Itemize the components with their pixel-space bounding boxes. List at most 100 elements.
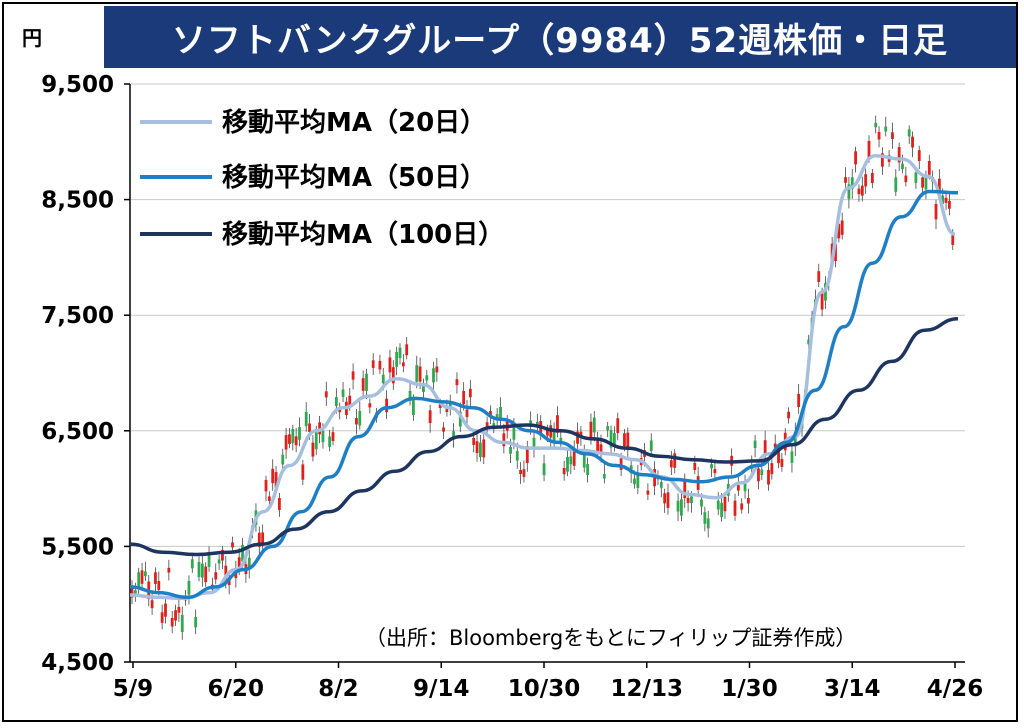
candle-body [381,374,385,384]
candle-body [559,437,563,444]
candle-body [532,437,536,450]
x-tick-label: 5/9 [113,676,153,702]
y-tick-label: 5,500 [41,534,114,560]
candle-body [542,463,546,476]
candle-body [194,616,198,628]
candle-body [901,163,904,170]
candle-body [204,566,208,583]
x-tick-label: 6/20 [208,676,264,702]
candle-body [398,347,402,358]
candle-body [432,368,435,383]
candle-body [860,185,864,196]
candle-body [311,442,315,457]
candle-body [877,132,881,140]
candle-body [566,456,569,472]
candle-body [150,600,154,609]
candle-body [723,496,727,512]
candle-body [582,452,586,468]
candle-body [368,403,372,408]
candle-body [351,371,355,380]
candle-body [850,177,854,190]
candle-body [462,390,466,405]
candle-body [522,469,526,477]
candle-body [187,580,191,595]
candle-body [174,610,177,621]
candle-body [324,391,328,398]
candle-body [589,421,593,438]
candle-body [840,220,844,235]
candle-body [706,518,710,529]
candle-body [318,422,321,435]
candle-body [137,572,141,588]
candle-body [917,150,921,161]
candle-body [415,365,419,382]
candle-body [428,410,432,424]
x-axis-ticks: 5/9 6/20 8/2 9/14 10/30 12/13 1/30 3/14 4/26 [113,662,983,702]
candle-body [314,431,318,450]
candle-body [780,459,784,467]
candle-body [777,450,780,464]
candle-body [703,512,707,524]
ma-line-1 [129,189,959,600]
candle-body [355,418,358,425]
y-tick-label: 6,500 [41,419,114,445]
candle-body [844,177,847,183]
candle-body [479,442,482,458]
ma-line-2 [129,316,959,557]
candle-body [854,151,857,165]
moving-average-lines [129,153,959,601]
candle-body [599,444,603,455]
candle-body [921,177,924,188]
candle-body [495,414,499,420]
candle-body [619,458,623,470]
candle-body [740,503,744,510]
candle-body [616,418,620,433]
candle-body [609,430,613,448]
candle-body [425,375,429,381]
candle-body [596,438,600,452]
candle-body [405,344,409,356]
y-tick-label: 8,500 [41,188,114,214]
y-tick-label: 7,500 [41,303,114,329]
candle-body [562,467,566,475]
candle-body [881,153,884,167]
candle-body [512,426,516,440]
candle-body [924,176,928,190]
candle-body [743,483,747,492]
candle-body [763,440,767,456]
candle-body [328,436,332,447]
candle-body [412,399,415,416]
candle-body [261,532,265,546]
candle-body [867,140,871,158]
candle-body [874,122,878,128]
candle-body [914,172,918,183]
candle-body [278,498,281,510]
candle-body [435,366,439,373]
candle-body [767,469,770,485]
candle-body [485,422,489,429]
candle-body [452,431,455,440]
candle-body [241,544,244,562]
candle-body [693,462,697,470]
candle-body [904,175,908,183]
candle-body [472,437,476,445]
candle-body [700,499,703,507]
candle-body [857,188,861,195]
candle-body [482,439,486,458]
candle-body [680,499,683,516]
candle-body [659,482,663,488]
y-tick-label: 4,500 [41,650,114,676]
candle-body [361,378,365,391]
candle-body [133,590,137,596]
candle-body [613,433,616,446]
candle-body [442,427,445,432]
candle-body [683,480,687,499]
candle-body [556,415,559,433]
candle-body [626,432,630,451]
candle-body [760,469,764,476]
candle-body [837,223,841,239]
ma-line-0 [129,153,956,601]
candle-body [787,411,790,419]
candle-body [388,357,392,373]
